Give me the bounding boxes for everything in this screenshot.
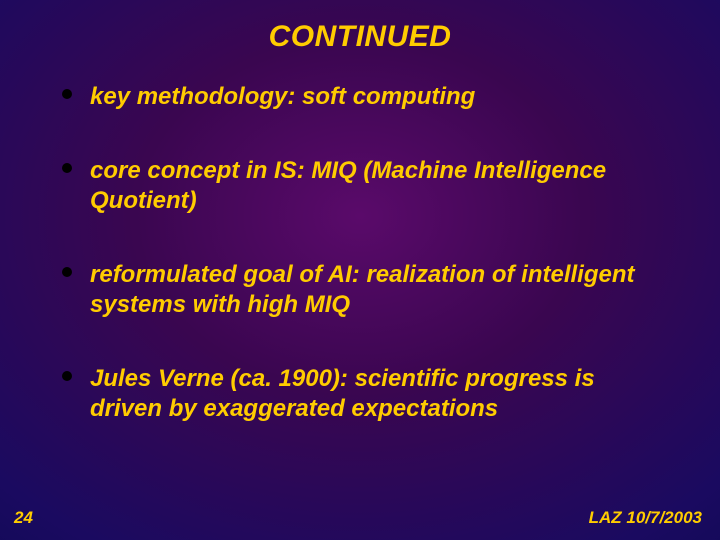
list-item: reformulated goal of AI: realization of …: [56, 260, 664, 320]
list-item: core concept in IS: MIQ (Machine Intelli…: [56, 156, 664, 216]
list-item: key methodology: soft computing: [56, 82, 664, 112]
slide-number: 24: [14, 508, 33, 528]
bullet-list: key methodology: soft computing core con…: [0, 54, 720, 424]
list-item: Jules Verne (ca. 1900): scientific progr…: [56, 364, 664, 424]
slide-title: CONTINUED: [0, 0, 720, 54]
slide-footer: LAZ 10/7/2003: [589, 508, 702, 528]
